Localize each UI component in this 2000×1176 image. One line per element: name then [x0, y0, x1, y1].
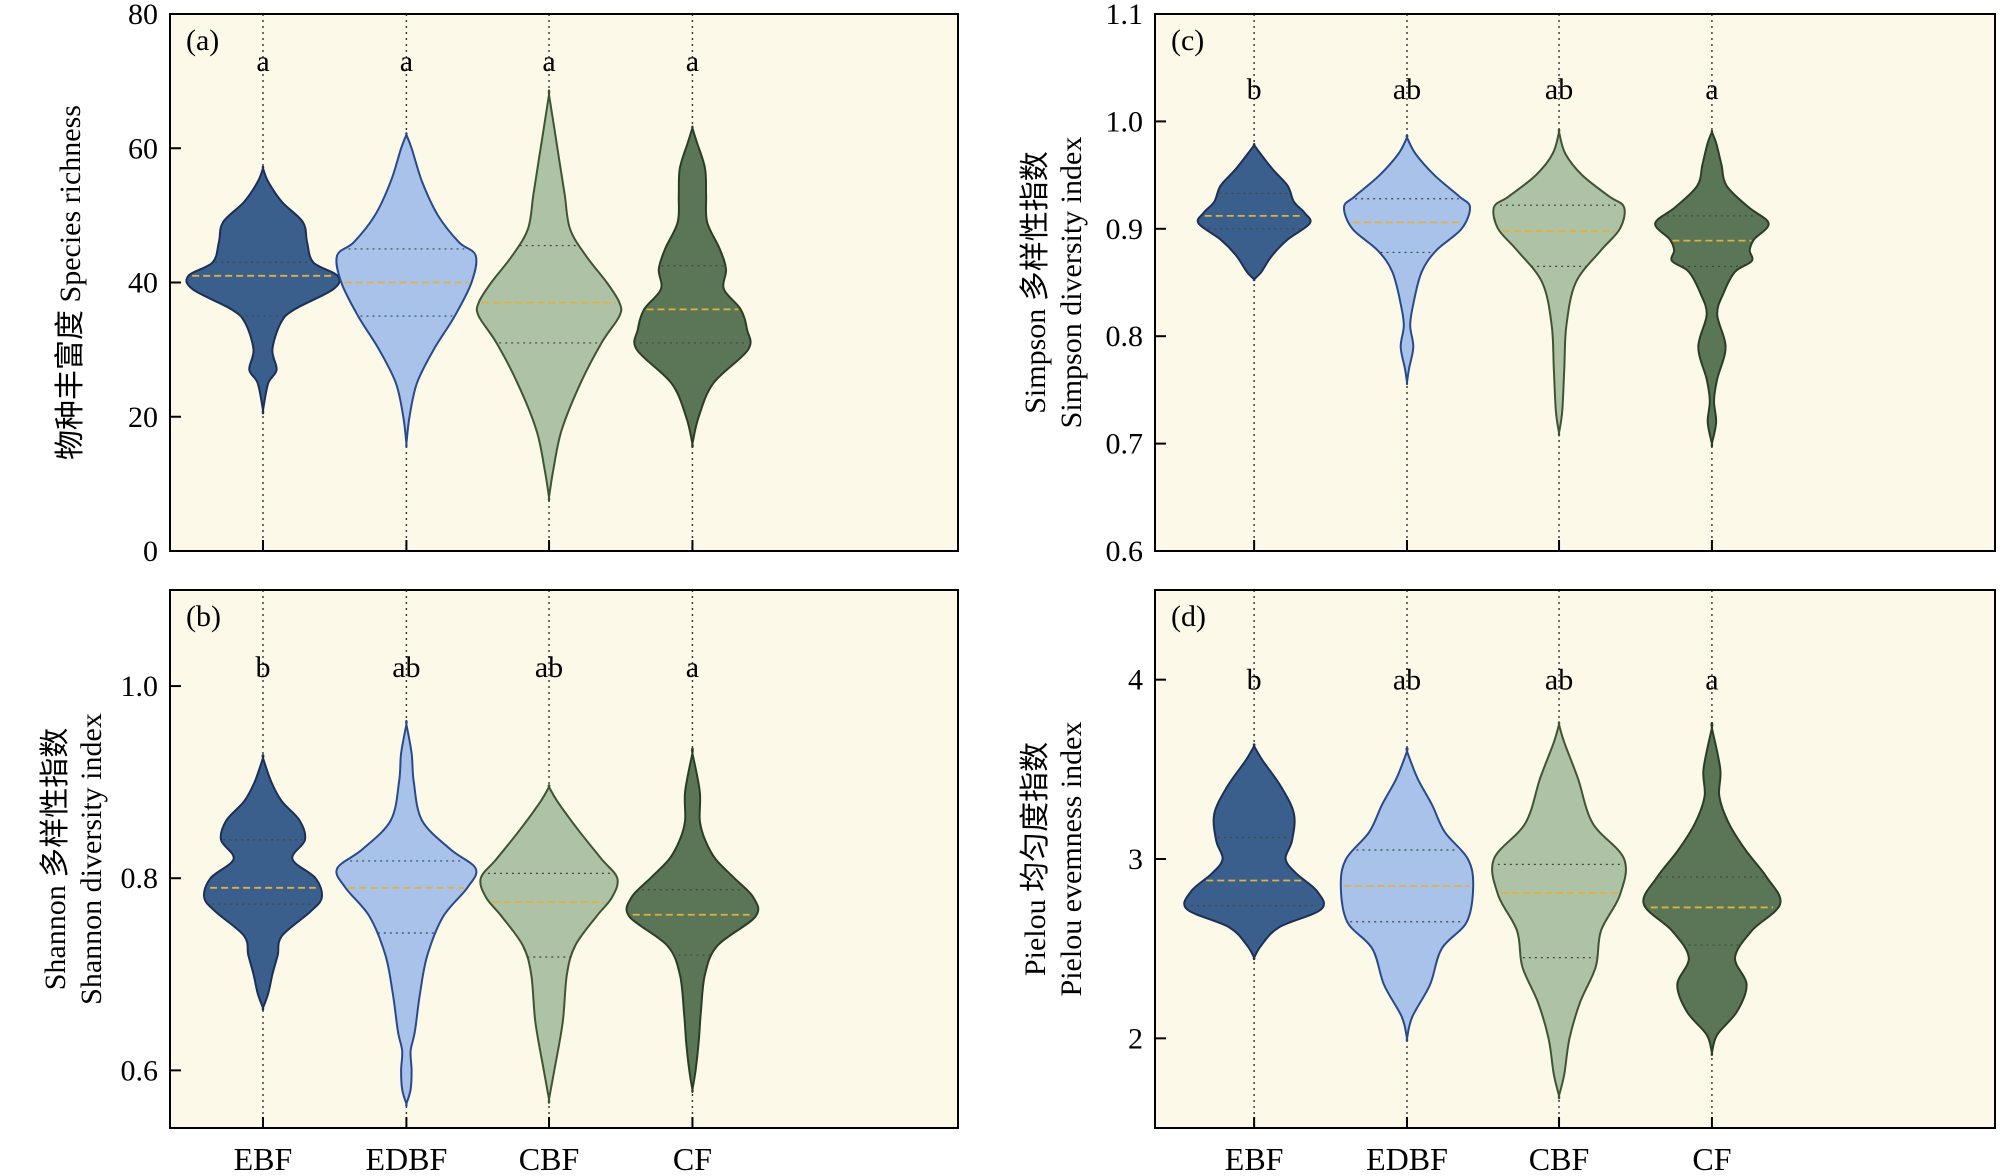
y-axis-title: Simpson 多样性指数	[1019, 151, 1052, 414]
significance-letter: b	[255, 651, 270, 684]
y-axis-title: Shannon diversity index	[75, 713, 108, 1005]
y-tick-label: 0.7	[1106, 428, 1144, 461]
x-tick-label: CBF	[1529, 1141, 1589, 1176]
violin-cf	[625, 747, 760, 1093]
significance-letter: a	[1705, 73, 1718, 106]
y-axis-title: Pielou 均匀度指数	[1019, 742, 1052, 976]
violin-cbf	[1491, 721, 1627, 1100]
violin-cf	[1654, 129, 1770, 448]
violin-cbf	[479, 784, 619, 1104]
violin-cbf	[1492, 128, 1626, 437]
x-tick-label: EDBF	[1366, 1141, 1448, 1176]
violin-edbf	[1339, 747, 1475, 1042]
significance-letter: a	[686, 651, 699, 684]
significance-letter: ab	[392, 651, 420, 684]
y-tick-label: 1.0	[1106, 105, 1144, 138]
violin-cf	[1642, 721, 1782, 1056]
y-axis-title: Shannon 多样性指数	[39, 728, 72, 991]
significance-letter: a	[400, 45, 413, 78]
plot-frame	[1154, 589, 1996, 1129]
significance-letter: b	[1247, 664, 1262, 697]
violin-edbf	[1342, 134, 1472, 386]
x-tick-label: CF	[673, 1141, 712, 1176]
chart-panel-c: 0.6 0.7 0.8 0.9 1.0 1.1 Simpson 多样性指数 Simpson d…	[1019, 0, 1996, 568]
y-tick-label: 60	[128, 132, 158, 165]
plot-frame	[169, 589, 959, 1129]
y-tick-label: 0.6	[1106, 535, 1144, 568]
y-tick-label: 0.8	[121, 862, 159, 895]
chart-panel-d: 2 3 4 Pielou 均匀度指数 Pielou evemness index (d) E…	[1019, 589, 1996, 1176]
y-tick-label: 0.9	[1106, 213, 1144, 246]
x-tick-label: CBF	[519, 1141, 579, 1176]
y-tick-label: 1.1	[1106, 0, 1144, 31]
significance-letter: a	[1705, 664, 1718, 697]
significance-letter: ab	[1545, 664, 1573, 697]
violin-ebf	[203, 754, 323, 1011]
significance-letter: ab	[535, 651, 563, 684]
panel-label: (b)	[186, 600, 221, 633]
significance-letter: a	[686, 45, 699, 78]
panel-label: (a)	[186, 24, 219, 57]
y-tick-label: 0.8	[1106, 320, 1144, 353]
y-tick-label: 0.6	[121, 1054, 159, 1087]
significance-letter: ab	[1393, 664, 1421, 697]
y-tick-label: 80	[128, 0, 158, 31]
x-tick-label: CF	[1692, 1141, 1731, 1176]
significance-letter: ab	[1545, 73, 1573, 106]
x-tick-label: EBF	[1225, 1141, 1284, 1176]
y-tick-label: 0	[143, 535, 158, 568]
plot-frame	[169, 13, 959, 552]
panel-label: (c)	[1171, 24, 1204, 57]
y-tick-label: 1.0	[121, 670, 159, 703]
y-tick-label: 20	[128, 401, 158, 434]
violin-edbf	[335, 719, 478, 1107]
violin-ebf	[185, 165, 341, 415]
panel-label: (d)	[1171, 600, 1206, 633]
y-tick-label: 4	[1128, 664, 1143, 697]
y-axis-title: Pielou evemness index	[1055, 722, 1088, 997]
significance-letter: b	[1247, 73, 1262, 106]
significance-letter: a	[256, 45, 269, 78]
violin-cbf	[475, 89, 623, 502]
y-axis-title: 物种丰富度 Species richness	[54, 105, 87, 460]
violin-edbf	[335, 132, 478, 448]
y-axis-title: Simpson diversity index	[1055, 137, 1088, 429]
significance-letter: ab	[1393, 73, 1421, 106]
y-tick-label: 3	[1128, 843, 1143, 876]
violin-cf	[633, 125, 752, 448]
y-tick-label: 40	[128, 267, 158, 300]
chart-panel-a: 0 20 40 60 80 物种丰富度 Species richness (a) a a a a	[54, 0, 959, 568]
y-tick-label: 2	[1128, 1022, 1143, 1055]
x-tick-label: EDBF	[366, 1141, 448, 1176]
plot-frame	[1154, 13, 1996, 552]
chart-panel-b: 0.6 0.8 1.0 Shannon 多样性指数 Shannon diversity …	[39, 589, 959, 1176]
violin-ebf	[1196, 142, 1312, 282]
x-tick-label: EBF	[234, 1141, 293, 1176]
significance-letter: a	[542, 45, 555, 78]
